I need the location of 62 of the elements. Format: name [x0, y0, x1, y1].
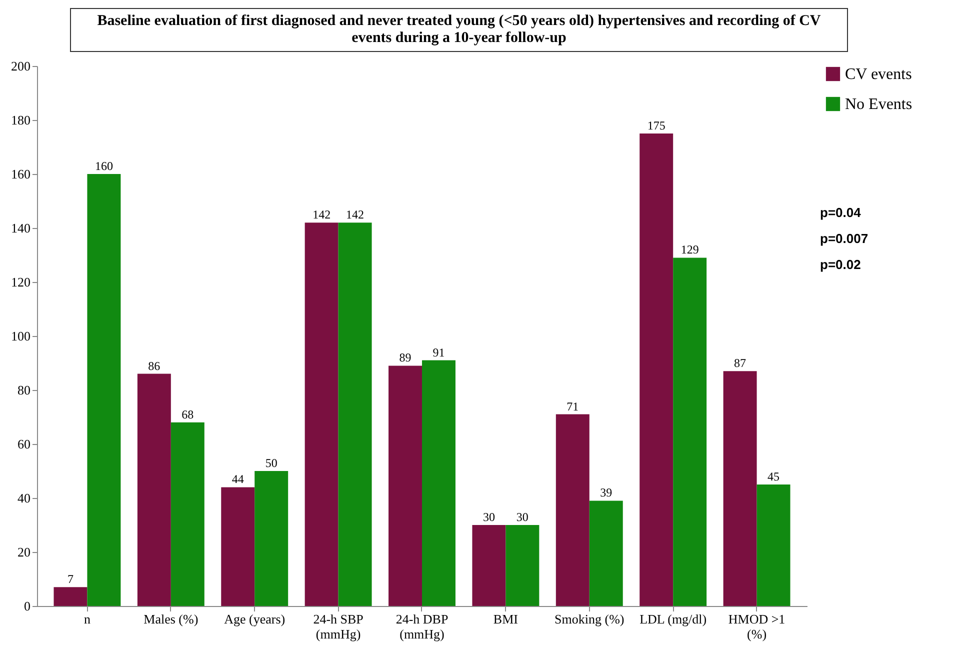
x-tick-label: LDL (mg/dl)	[640, 612, 707, 626]
x-tick-label: Smoking (%)	[554, 612, 624, 626]
x-tick-label: 24-h SBP (mmHg)	[313, 612, 364, 642]
bar	[756, 484, 790, 606]
bar	[54, 587, 88, 606]
data-label: 44	[232, 472, 244, 486]
legend-label: CV events	[845, 66, 912, 83]
data-label: 129	[680, 242, 699, 257]
data-label: 142	[312, 208, 331, 222]
text: p=0.04	[820, 204, 862, 222]
data-label: 175	[647, 118, 666, 132]
x-tick-label: Males (%)	[144, 612, 198, 626]
data-label: 71	[566, 399, 579, 414]
y-tick-label: 140	[11, 220, 30, 236]
bar	[506, 525, 540, 606]
bar	[388, 366, 422, 606]
data-label: 30	[482, 510, 495, 524]
y-tick-label: 20	[18, 544, 30, 560]
x-tick-label: Age (years)	[224, 612, 286, 626]
data-label: 7	[67, 572, 74, 586]
data-label: 89	[399, 350, 412, 365]
bar	[472, 525, 506, 606]
y-tick-label: 80	[18, 382, 30, 398]
bar	[221, 487, 255, 606]
x-tick-label: 24-h DBP (mmHg)	[396, 612, 448, 642]
data-label: 87	[734, 356, 746, 370]
bar	[338, 222, 372, 606]
bar	[589, 500, 623, 606]
x-tick-label: HMOD >1 (%)	[728, 612, 786, 642]
y-tick-label: 160	[11, 166, 30, 182]
y-tick-label: 200	[11, 58, 30, 74]
y-tick-label: 120	[11, 274, 30, 290]
y-tick-label: 40	[18, 490, 30, 506]
data-label: 142	[346, 208, 364, 222]
bar	[87, 174, 121, 606]
y-tick-label: 60	[18, 436, 30, 452]
data-label: 50	[265, 456, 278, 470]
text: p=0.02	[820, 256, 862, 274]
bar	[137, 374, 171, 606]
data-label: 160	[94, 159, 113, 173]
bar	[254, 471, 288, 606]
y-tick-label: 0	[24, 598, 30, 614]
bar	[640, 134, 674, 606]
data-label: 30	[516, 510, 528, 524]
data-label: 39	[600, 486, 612, 500]
bar	[170, 422, 204, 606]
bar	[673, 258, 707, 606]
bar	[556, 414, 590, 606]
y-tick-label: 180	[11, 112, 30, 128]
data-label: 68	[182, 407, 194, 422]
data-label: 86	[148, 358, 160, 373]
text: p=0.007	[820, 230, 868, 248]
bar	[422, 360, 456, 606]
x-tick-label: n	[84, 612, 91, 626]
x-tick-label: BMI	[493, 612, 518, 626]
data-label: 91	[432, 345, 445, 360]
bar	[723, 371, 757, 606]
y-tick-label: 100	[11, 328, 30, 344]
chart-title: Baseline evaluation of first diagnosed and never treated young (<50 years old) hypertensives and recording of CV events during a 10-year follow-up	[70, 8, 848, 52]
legend-label: No Events	[845, 96, 912, 113]
data-label: 45	[768, 470, 780, 484]
bar	[304, 222, 338, 606]
